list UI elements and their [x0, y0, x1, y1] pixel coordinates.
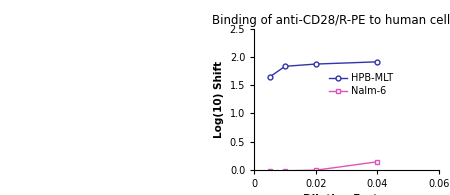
- Nalm-6: [267, 170, 272, 172]
- HPB-MLT: [313, 63, 319, 65]
- Nalm-6: [282, 170, 288, 172]
- Y-axis label: Log(10) Shift: Log(10) Shift: [214, 61, 224, 138]
- Legend: HPB-MLT, Nalm-6: HPB-MLT, Nalm-6: [329, 74, 393, 96]
- Line: Nalm-6: Nalm-6: [267, 159, 380, 173]
- HPB-MLT: [282, 65, 288, 67]
- Line: HPB-MLT: HPB-MLT: [267, 59, 380, 79]
- Nalm-6: [374, 161, 380, 163]
- HPB-MLT: [374, 61, 380, 63]
- Title: Binding of anti-CD28/R-PE to human cell lines: Binding of anti-CD28/R-PE to human cell …: [212, 14, 450, 27]
- Nalm-6: [313, 169, 319, 171]
- HPB-MLT: [267, 76, 272, 78]
- X-axis label: Dilution Factor: Dilution Factor: [303, 194, 390, 195]
